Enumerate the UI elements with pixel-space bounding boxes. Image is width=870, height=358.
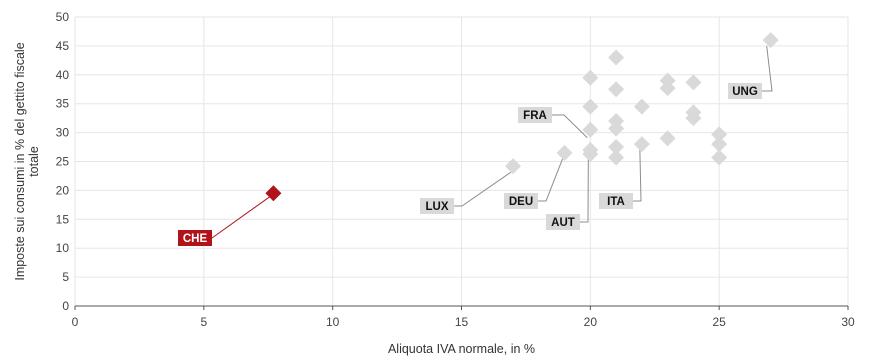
data-point: [711, 136, 728, 153]
callout-box-deu: [504, 193, 538, 209]
data-point: [608, 120, 625, 137]
x-tick-label: 10: [326, 315, 340, 329]
callout-label-lux: LUX: [426, 201, 449, 213]
data-point: [711, 149, 728, 166]
x-tick-label: 5: [200, 315, 207, 329]
callout-label-che: CHE: [183, 233, 208, 245]
y-tick-label: 45: [56, 39, 70, 53]
y-tick-label: 5: [62, 270, 69, 284]
leader-line-ung: [762, 46, 773, 92]
data-point: [659, 80, 676, 97]
leader-line-fra: [552, 114, 588, 139]
x-tick-label: 15: [455, 315, 469, 329]
data-points: [265, 32, 779, 202]
data-point-ita: [633, 136, 650, 153]
leader-line-deu: [538, 158, 564, 202]
callout-box-ung: [728, 83, 762, 99]
y-axis-title-line: Imposte sui consumi in % del gettito fis…: [13, 42, 27, 280]
x-tick-labels: 0 5 10 15 20 25 30: [72, 315, 855, 329]
data-point: [685, 74, 702, 91]
y-tick-label: 20: [56, 183, 70, 197]
data-point: [633, 98, 650, 115]
y-tick-label: 10: [56, 241, 70, 255]
data-point: [582, 98, 599, 115]
y-tick-label: 15: [56, 212, 70, 226]
y-tick-label: 50: [56, 10, 70, 24]
grid: [74, 16, 849, 310]
x-tick-label: 25: [712, 315, 726, 329]
data-point: [582, 145, 599, 162]
data-point: [608, 81, 625, 98]
data-point: [659, 130, 676, 147]
y-tick-label: 25: [56, 155, 70, 169]
y-tick-label: 35: [56, 97, 70, 111]
data-point: [711, 126, 728, 143]
leader-line-aut: [580, 155, 589, 223]
y-tick-label: 0: [62, 299, 69, 313]
data-point: [685, 110, 702, 127]
callout-labels: CHE LUX DEU AUT FRA ITA UNG: [178, 83, 762, 246]
data-point: [608, 49, 625, 66]
y-tick-labels: 0 5 10 15 20 25 30 35 40 45 50: [56, 10, 70, 313]
leader-line-lux: [454, 171, 512, 207]
data-point-fra: [582, 121, 599, 138]
callout-label-fra: FRA: [523, 110, 547, 122]
leader-line-ita: [633, 150, 642, 202]
data-point: [608, 139, 625, 156]
callout-label-ita: ITA: [607, 196, 625, 208]
callout-box-aut: [546, 214, 580, 230]
y-tick-label: 30: [56, 126, 70, 140]
callout-label-aut: AUT: [551, 217, 575, 229]
y-axis-title: Imposte sui consumi in % del gettito fis…: [13, 42, 41, 280]
x-tick-label: 20: [584, 315, 598, 329]
callout-box-che: [178, 230, 212, 246]
data-point-che: [265, 185, 282, 202]
leader-line-che: [211, 195, 271, 239]
data-point: [608, 149, 625, 166]
callout-box-lux: [420, 198, 454, 214]
y-axis-title-line: totale: [27, 146, 41, 177]
leader-lines: [211, 46, 773, 239]
callout-box-ita: [599, 193, 633, 209]
data-point-ung: [762, 32, 779, 49]
x-tick-label: 0: [72, 315, 79, 329]
callout-label-deu: DEU: [509, 196, 533, 208]
data-point-lux: [505, 158, 522, 175]
y-tick-label: 40: [56, 68, 70, 82]
data-point: [582, 69, 599, 86]
x-axis-title: Aliquota IVA normale, in %: [388, 342, 535, 356]
data-point-deu: [556, 144, 573, 161]
callout-box-fra: [518, 107, 552, 123]
x-tick-label: 30: [841, 315, 855, 329]
callout-label-ung: UNG: [732, 86, 758, 98]
